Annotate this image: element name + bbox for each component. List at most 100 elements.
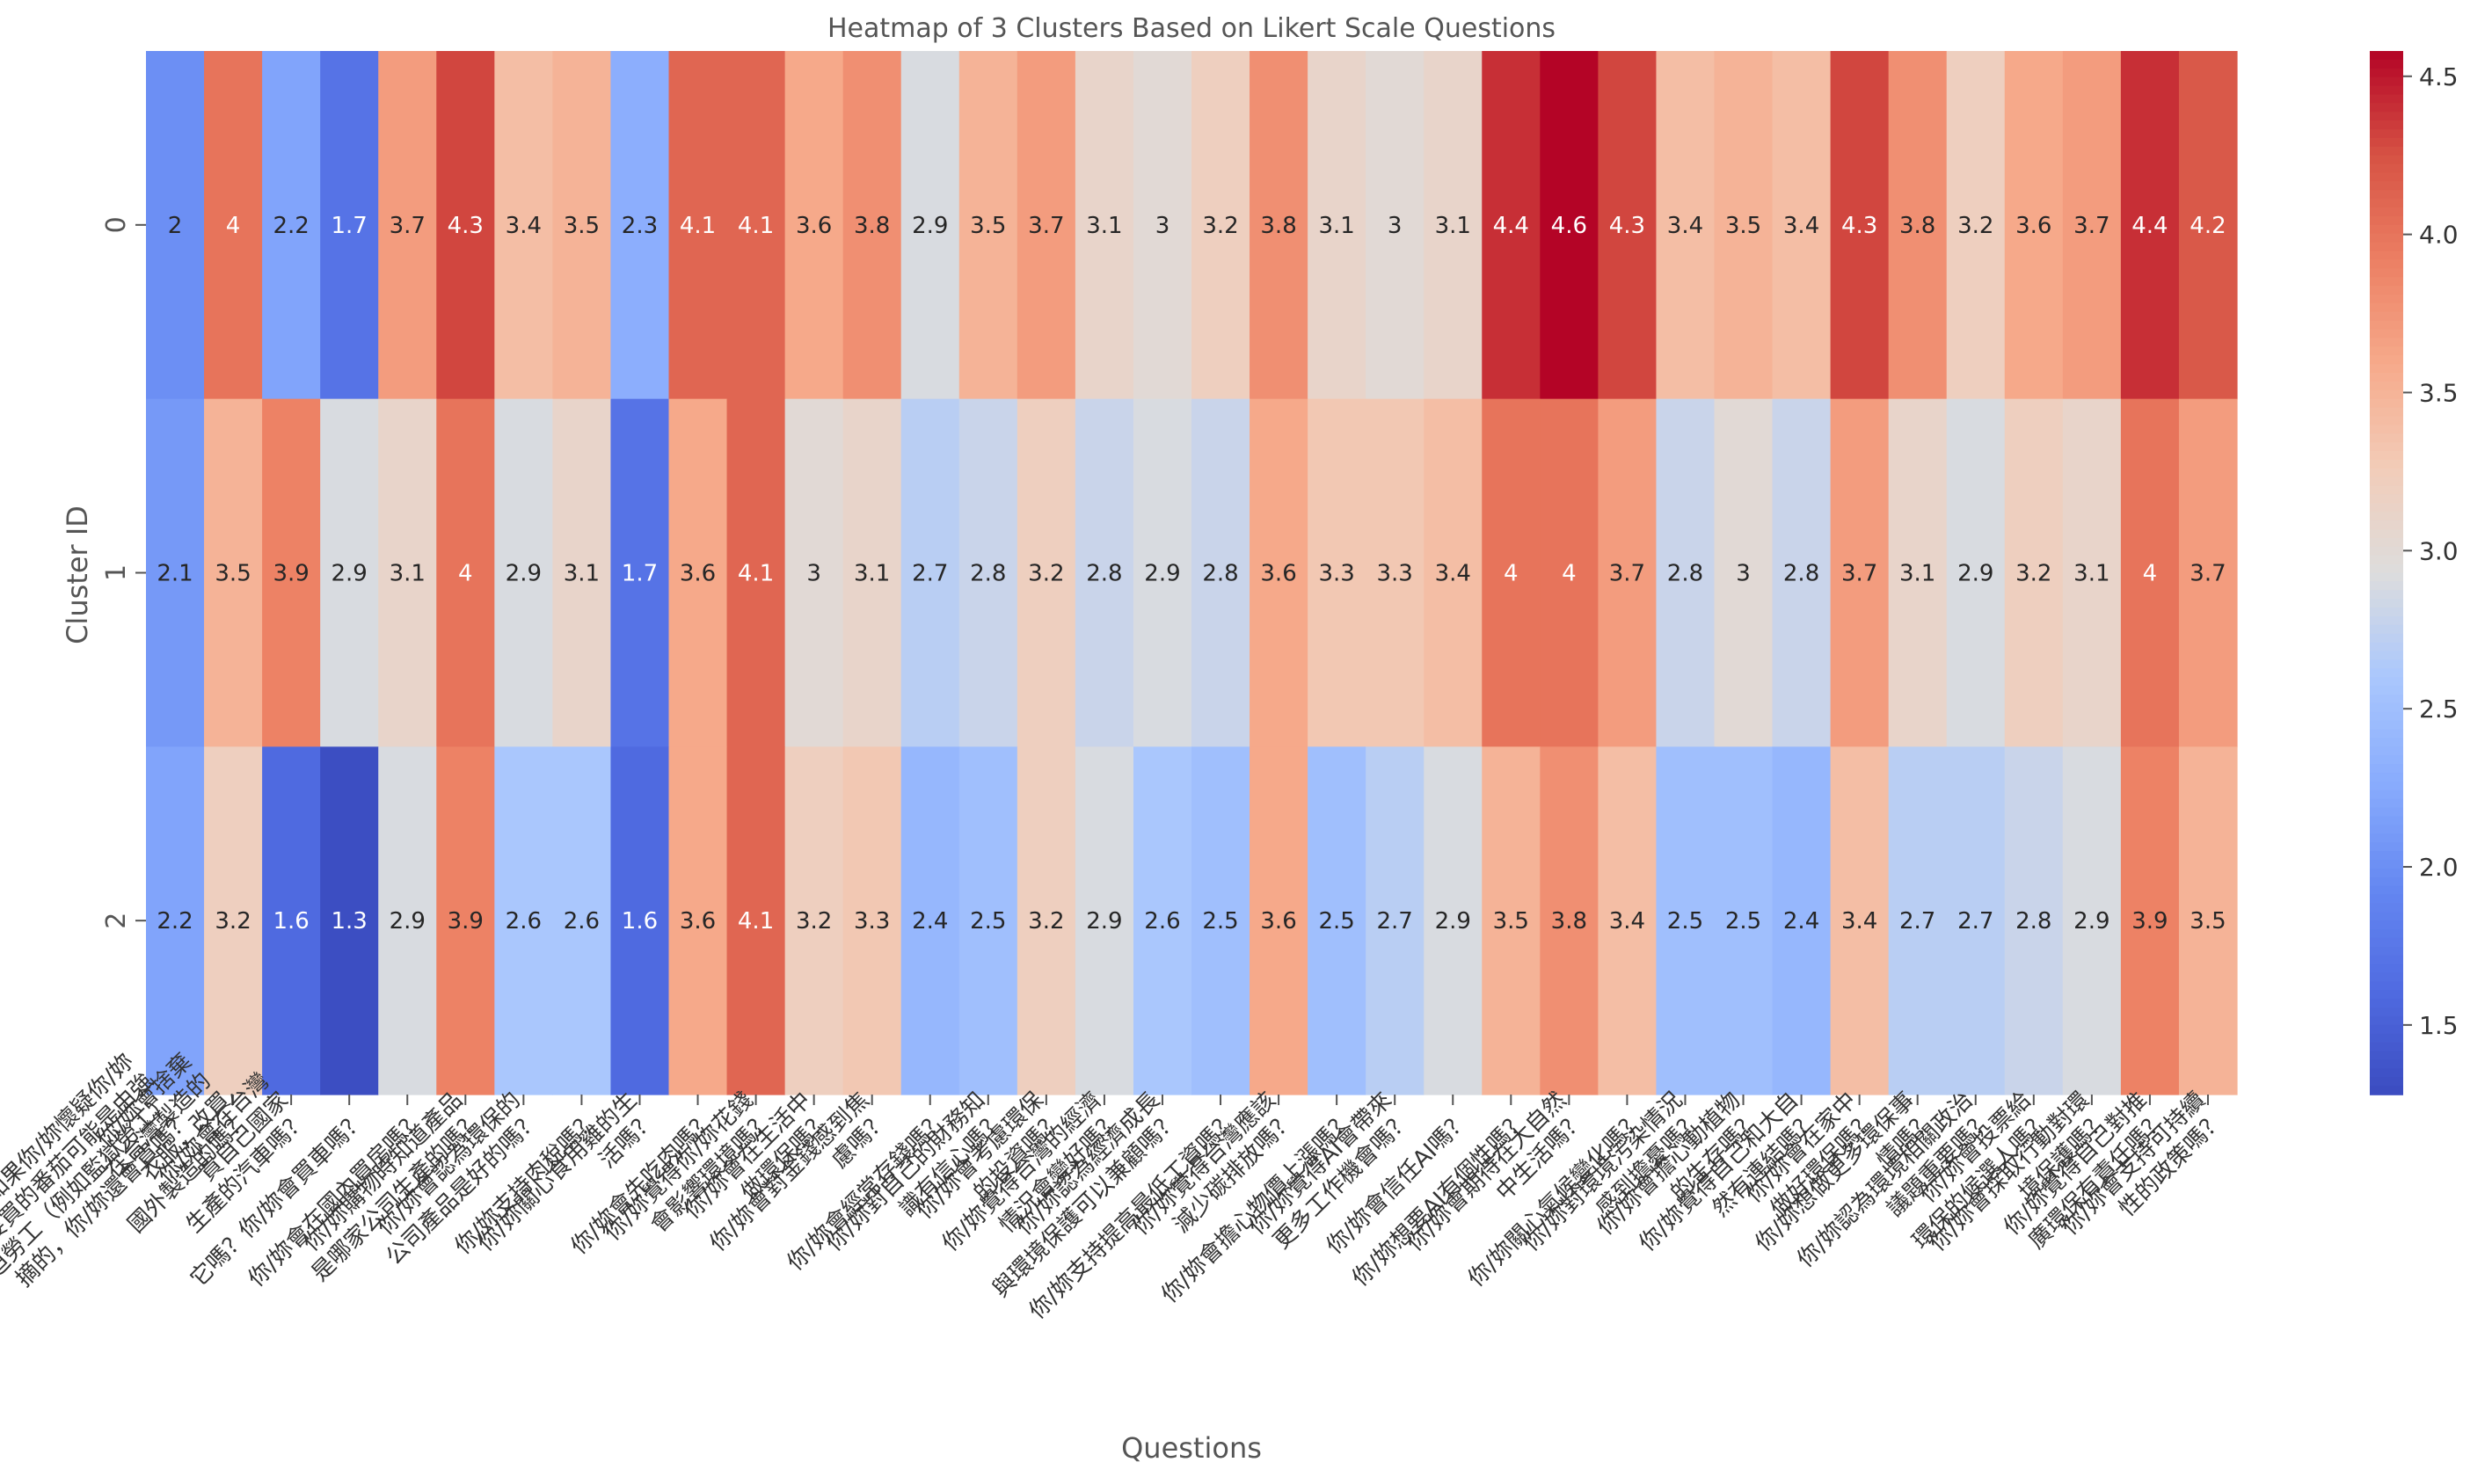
colorbar-segment	[2370, 372, 2403, 382]
heatmap-cell	[1830, 398, 1890, 747]
cell-annotation: 3.6	[1260, 908, 1296, 935]
colorbar-segment	[2370, 68, 2403, 78]
cell-annotation: 2.2	[273, 213, 309, 239]
cell-annotation: 4.6	[1551, 213, 1587, 239]
y-ticks: 0 1 2	[101, 216, 146, 929]
heatmap-cell	[552, 398, 612, 747]
cell-annotation: 2.8	[1667, 561, 1703, 587]
colorbar-segment	[2370, 694, 2403, 704]
colorbar-segment	[2370, 1059, 2403, 1070]
colorbar-segment	[2370, 355, 2403, 365]
heatmap-cell	[2062, 398, 2122, 747]
cell-annotation: 3.7	[1841, 561, 1877, 587]
heatmap-cell	[1598, 746, 1658, 1095]
heatmap-cell	[204, 398, 263, 747]
heatmap-cell	[1250, 398, 1308, 747]
colorbar-segment	[2370, 964, 2403, 974]
cell-annotation: 3.2	[1028, 561, 1064, 587]
colorbar-segment	[2370, 546, 2403, 556]
y-tick-label: 2	[101, 913, 132, 929]
colorbar-segment	[2370, 972, 2403, 983]
heatmap-cell	[784, 51, 844, 400]
cell-annotation: 2.9	[1086, 908, 1122, 935]
cell-annotation: 3	[1155, 213, 1170, 239]
heatmap-cell	[2178, 746, 2238, 1095]
heatmap-cell	[1540, 398, 1599, 747]
colorbar-segment	[2370, 1015, 2403, 1026]
heatmap-cell	[1482, 746, 1541, 1095]
cell-annotation: 3.6	[796, 213, 832, 239]
heatmap-cell	[900, 51, 960, 400]
cell-annotation: 3.4	[506, 213, 542, 239]
heatmap-cell	[1656, 746, 1716, 1095]
heatmap-cell	[610, 746, 670, 1095]
cell-annotation: 3.1	[1899, 561, 1935, 587]
colorbar-segment	[2370, 1033, 2403, 1044]
colorbar-segment	[2370, 677, 2403, 687]
y-tick-label: 0	[101, 216, 132, 233]
colorbar-segment	[2370, 686, 2403, 695]
cell-annotation: 3.7	[390, 213, 426, 239]
cell-annotation: 3.7	[2073, 213, 2109, 239]
colorbar-segment	[2370, 590, 2403, 600]
colorbar-segment	[2370, 468, 2403, 478]
colorbar-segment	[2370, 659, 2403, 670]
heatmap-cell	[204, 51, 263, 400]
heatmap-cell	[320, 51, 379, 400]
cell-annotation: 3.9	[2131, 908, 2168, 935]
colorbar-segment	[2370, 199, 2403, 208]
colorbar-tick-label: 3.0	[2419, 536, 2459, 565]
colorbar-segment	[2370, 537, 2403, 548]
cell-annotation: 3.1	[2073, 561, 2109, 587]
cell-annotation: 3.3	[1377, 561, 1413, 587]
heatmap-cell	[1714, 398, 1774, 747]
colorbar-segment	[2370, 451, 2403, 461]
colorbar-segment	[2370, 755, 2403, 765]
cell-annotation: 3.3	[854, 908, 890, 935]
colorbar-segment	[2370, 85, 2403, 96]
heatmap-cell	[262, 746, 321, 1095]
colorbar-segment	[2370, 94, 2403, 105]
heatmap-cell	[726, 398, 786, 747]
cell-annotation: 2.8	[1202, 561, 1238, 587]
cell-annotation: 3.2	[215, 908, 251, 935]
heatmap-cell	[1424, 51, 1483, 400]
cell-annotation: 2.6	[564, 908, 600, 935]
cell-annotation: 3.7	[2190, 561, 2226, 587]
colorbar-tick-label: 2.5	[2419, 695, 2459, 724]
colorbar-segment	[2370, 459, 2403, 469]
cell-annotation: 2.5	[970, 908, 1006, 935]
heatmap-cell	[2120, 51, 2180, 400]
chart-title: Heatmap of 3 Clusters Based on Likert Sc…	[827, 13, 1556, 44]
cell-annotation: 4	[1562, 561, 1577, 587]
colorbar-segment	[2370, 1008, 2403, 1017]
colorbar-segment	[2370, 407, 2403, 418]
cell-annotation: 3	[1736, 561, 1751, 587]
colorbar-tick-label: 3.5	[2419, 378, 2459, 407]
colorbar-tick-label: 4.5	[2419, 62, 2459, 91]
colorbar-segment	[2370, 338, 2403, 348]
heatmap-cell	[1540, 746, 1599, 1095]
heatmap-cell	[1540, 51, 1599, 400]
cell-annotations: 2 4 2.2 1.7 3.7 4.3 3.4 3.5 2.3 4.1 4.1 3.6 3.8 2.9 3.…	[157, 213, 2226, 935]
cell-annotation: 2.8	[2015, 908, 2051, 935]
cell-annotation: 4	[226, 213, 241, 239]
colorbar-segment	[2370, 311, 2403, 322]
heatmap-cell	[726, 746, 786, 1095]
colorbar-segment	[2370, 798, 2403, 809]
cell-annotation: 2.6	[506, 908, 542, 935]
cell-annotation: 2.9	[390, 908, 426, 935]
colorbar-segment	[2370, 937, 2403, 948]
colorbar-segment	[2370, 1086, 2403, 1095]
cell-annotation: 4.3	[448, 213, 484, 239]
cell-annotation: 3.5	[215, 561, 251, 587]
colorbar-segment	[2370, 955, 2403, 965]
heatmap-cell	[1946, 746, 2006, 1095]
colorbar-segment	[2370, 286, 2403, 295]
colorbar-segment	[2370, 59, 2403, 69]
cell-annotation: 2.8	[1783, 561, 1819, 587]
cell-annotation: 4.3	[1609, 213, 1645, 239]
colorbar-segment	[2370, 389, 2403, 400]
colorbar-segment	[2370, 425, 2403, 435]
colorbar-segment	[2370, 929, 2403, 939]
